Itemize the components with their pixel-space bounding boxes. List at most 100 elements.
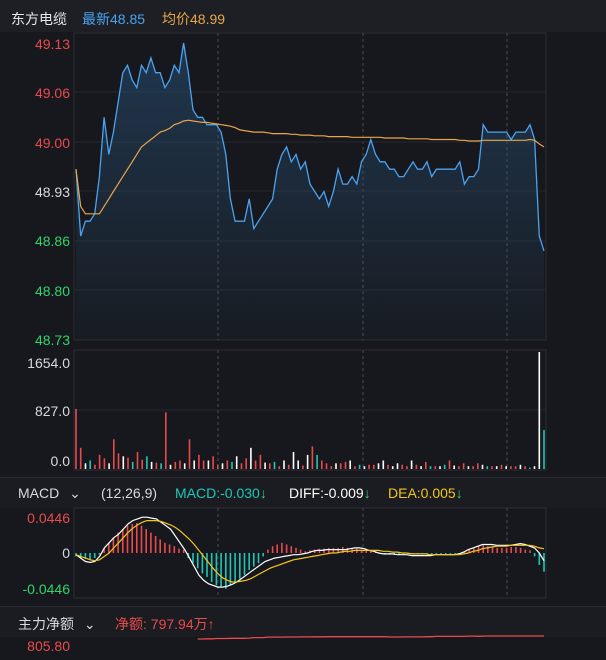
volume-bar bbox=[425, 461, 427, 469]
volume-tick: 0.0 bbox=[50, 453, 70, 469]
volume-bar bbox=[533, 466, 536, 469]
macd-title: MACD bbox=[18, 485, 60, 501]
volume-bar bbox=[358, 464, 361, 469]
price-tick: 49.06 bbox=[34, 85, 70, 101]
volume-bar bbox=[330, 466, 333, 469]
volume-bar bbox=[165, 412, 167, 469]
volume-bar bbox=[226, 460, 229, 469]
arrow-down-icon: ↓ bbox=[259, 485, 267, 501]
volume-bar bbox=[188, 439, 191, 469]
volume-bar bbox=[529, 467, 531, 469]
volume-bar bbox=[127, 457, 129, 469]
volume-bar bbox=[136, 452, 139, 469]
volume-bar bbox=[235, 456, 238, 469]
volume-bar bbox=[179, 460, 181, 469]
volume-bar bbox=[335, 463, 337, 469]
volume-bar bbox=[349, 460, 351, 469]
volume-bar bbox=[160, 463, 162, 469]
volume-bar bbox=[448, 460, 451, 469]
price-area bbox=[76, 43, 544, 340]
arrow-up-icon: ↑ bbox=[207, 616, 215, 632]
dea-line bbox=[75, 520, 545, 583]
volume-bar bbox=[278, 466, 281, 469]
arrow-down-icon: ↓ bbox=[455, 485, 463, 501]
volume-bar bbox=[94, 464, 96, 469]
volume-bar bbox=[406, 466, 408, 469]
volume-bar bbox=[183, 463, 186, 469]
volume-bar bbox=[477, 463, 479, 469]
volume-bar bbox=[510, 466, 512, 469]
volume-bar bbox=[538, 352, 541, 469]
price-tick: 48.86 bbox=[34, 233, 70, 249]
volume-bar bbox=[354, 466, 356, 469]
macd-frame bbox=[73, 507, 547, 599]
volume-bar bbox=[198, 454, 200, 469]
flow-line bbox=[197, 635, 544, 640]
volume-bar bbox=[75, 408, 77, 469]
macd-indicator-select[interactable]: MACD ⌄ bbox=[18, 485, 81, 502]
volume-bar bbox=[415, 464, 418, 469]
volume-bar bbox=[505, 466, 507, 469]
volume-bar bbox=[543, 430, 545, 469]
volume-bar bbox=[339, 463, 342, 469]
volume-bar bbox=[325, 463, 328, 469]
volume-tick: 1654.0 bbox=[27, 355, 70, 371]
volume-bar bbox=[297, 460, 299, 469]
price-tick: 49.13 bbox=[34, 36, 70, 52]
volume-bar bbox=[193, 460, 195, 469]
volume-bar bbox=[524, 466, 526, 469]
volume-bar bbox=[429, 466, 432, 469]
volume-bar bbox=[491, 466, 493, 469]
volume-bar bbox=[453, 465, 455, 469]
macd-tick: 0 bbox=[62, 545, 70, 561]
volume-bar bbox=[396, 463, 399, 469]
average-price-line bbox=[75, 119, 545, 215]
volume-bar bbox=[202, 460, 205, 469]
flow-net-text: 净额: 797.94万 bbox=[115, 616, 208, 632]
volume-bar bbox=[363, 466, 366, 469]
volume-bar bbox=[287, 464, 290, 469]
volume-bar bbox=[103, 458, 106, 469]
volume-bar bbox=[514, 466, 517, 469]
volume-bar bbox=[207, 460, 210, 469]
volume-bar bbox=[84, 463, 87, 469]
volume-bar bbox=[231, 461, 233, 469]
volume-bar bbox=[292, 452, 295, 469]
flow-indicator-select[interactable]: 主力净额 ⌄ bbox=[18, 614, 96, 634]
volume-bar bbox=[439, 466, 441, 469]
volume-bar bbox=[79, 447, 82, 469]
volume-bar bbox=[113, 439, 115, 469]
volume-bar bbox=[495, 466, 498, 469]
volume-tick: 827.0 bbox=[34, 403, 70, 419]
volume-bar bbox=[245, 458, 247, 469]
price-tick: 49.00 bbox=[34, 135, 70, 151]
volume-bar bbox=[174, 461, 177, 469]
volume-bar bbox=[467, 466, 470, 469]
volume-bar bbox=[117, 453, 120, 469]
price-tick: 48.80 bbox=[34, 283, 70, 299]
volume-bar bbox=[98, 454, 101, 469]
diff-line bbox=[75, 516, 545, 588]
volume-bar bbox=[500, 464, 503, 469]
volume-bar bbox=[146, 456, 148, 469]
volume-bar bbox=[259, 454, 262, 469]
volume-bar bbox=[169, 464, 172, 469]
dea-value: DEA:0.005↓ bbox=[388, 485, 463, 501]
stock-name[interactable]: 东方电缆 bbox=[11, 11, 67, 27]
volume-bar bbox=[264, 462, 266, 469]
price-tick: 48.73 bbox=[34, 332, 70, 348]
volume-bar bbox=[122, 456, 125, 469]
volume-bar bbox=[377, 463, 380, 469]
volume-bar bbox=[481, 464, 484, 469]
volume-bar bbox=[89, 460, 91, 469]
stock-header: 东方电缆 最新48.85 均价48.99 bbox=[0, 0, 606, 32]
volume-bar bbox=[150, 461, 153, 469]
volume-bar bbox=[443, 464, 446, 469]
volume-bar bbox=[434, 466, 437, 469]
macd-value: MACD:-0.030↓ bbox=[175, 485, 267, 501]
volume-bar bbox=[131, 461, 134, 469]
volume-bar bbox=[302, 465, 304, 469]
flow-tick: 805.80 bbox=[27, 638, 70, 654]
volume-bar bbox=[519, 464, 522, 469]
